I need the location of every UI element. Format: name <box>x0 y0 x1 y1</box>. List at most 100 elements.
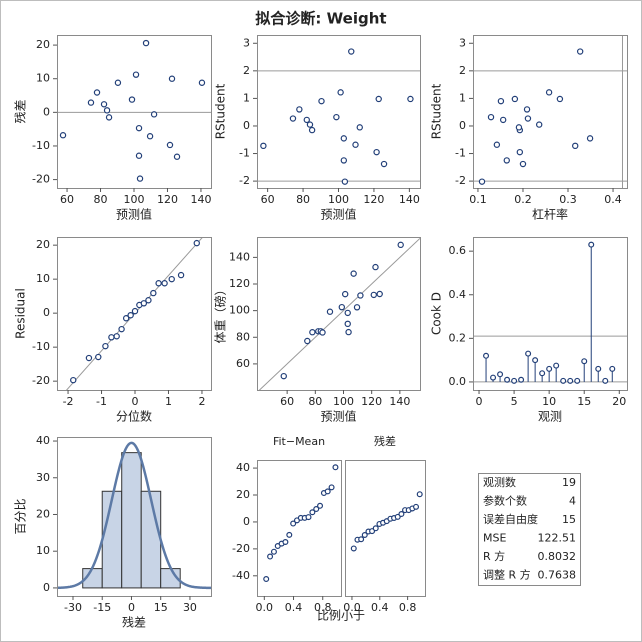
data-point <box>324 488 331 495</box>
data-point <box>100 101 108 108</box>
data-point <box>357 292 364 299</box>
data-point <box>524 115 532 122</box>
data-point <box>523 106 531 113</box>
stat-label: 参数个数 <box>483 494 527 508</box>
data-point <box>95 353 102 361</box>
data-point <box>511 95 519 103</box>
plot-area <box>57 441 211 590</box>
data-point <box>572 142 579 150</box>
data-point <box>150 111 158 118</box>
data-point <box>416 491 423 498</box>
x-tick-label: 60 <box>280 395 294 408</box>
y-tick-label: 10 <box>36 544 50 557</box>
y-tick-label: 2 <box>243 64 250 77</box>
data-point <box>581 358 588 365</box>
y-tick-label: 3 <box>459 36 466 49</box>
x-tick-label: 140 <box>399 193 420 206</box>
facet-header: 残差 <box>374 434 396 448</box>
plot-frame <box>257 237 421 391</box>
data-point <box>370 291 377 299</box>
data-point <box>352 141 359 148</box>
data-point <box>609 365 616 372</box>
data-point <box>356 124 363 131</box>
plot-area <box>65 237 204 390</box>
stat-label: 调整 R 方 <box>483 568 531 582</box>
data-point <box>108 334 115 341</box>
data-point <box>341 290 349 298</box>
stat-value: 15 <box>562 513 576 526</box>
y-tick-label: 10 <box>36 272 50 285</box>
data-point <box>168 75 176 82</box>
data-point <box>511 377 518 384</box>
x-axis-label: 预测值 <box>320 409 356 424</box>
data-point <box>305 514 312 521</box>
stat-value: 4 <box>569 495 576 508</box>
y-tick-label: 100 <box>229 304 250 317</box>
data-point <box>102 342 109 350</box>
data-point <box>504 376 511 383</box>
data-point <box>267 553 274 560</box>
data-point <box>340 157 348 164</box>
data-point <box>146 133 154 140</box>
y-tick-label: 0 <box>43 581 50 594</box>
x-tick-label: 120 <box>157 193 178 206</box>
y-tick-label: -20 <box>32 374 50 387</box>
data-point <box>309 509 316 516</box>
data-point <box>309 329 316 336</box>
data-point <box>173 153 181 160</box>
x-axis-label: 预测值 <box>116 207 152 222</box>
data-point <box>166 141 174 149</box>
x-tick-label: 120 <box>361 395 382 408</box>
x-tick-label: 0.3 <box>559 193 577 206</box>
data-point <box>478 178 486 185</box>
x-axis-label: 预测值 <box>320 207 356 222</box>
y-tick-label: -1 <box>455 147 466 160</box>
plot-frame <box>473 35 628 189</box>
data-point <box>535 121 543 128</box>
data-point <box>344 309 351 317</box>
data-point <box>497 371 504 378</box>
y-tick-label: 0 <box>243 119 250 132</box>
data-point <box>260 142 267 150</box>
data-point <box>318 97 325 105</box>
data-point <box>193 239 200 247</box>
data-point <box>296 106 303 113</box>
y-tick-label: -2 <box>455 174 466 187</box>
data-point <box>358 536 365 543</box>
data-point <box>338 303 346 311</box>
data-point <box>340 135 348 142</box>
data-point <box>567 377 574 384</box>
x-tick-label: 0.4 <box>604 193 622 206</box>
x-tick-label: 80 <box>94 193 108 206</box>
data-point <box>497 97 505 105</box>
data-point <box>150 289 157 297</box>
y-tick-label: -20 <box>32 173 50 186</box>
y-tick-label: 20 <box>236 488 250 501</box>
y-tick-label: 0 <box>459 119 466 132</box>
data-point <box>70 376 77 384</box>
x-tick-label: 0.8 <box>314 601 332 614</box>
x-tick-label: 2 <box>198 395 205 408</box>
data-point <box>103 107 111 114</box>
y-tick-label: 2 <box>459 64 466 77</box>
data-point <box>59 132 67 139</box>
plot-frame <box>57 237 212 391</box>
plot-area <box>257 48 420 185</box>
data-point <box>306 121 314 128</box>
x-tick-label: 10 <box>542 395 556 408</box>
plot-area <box>263 464 339 583</box>
x-tick-label: 1 <box>165 395 172 408</box>
data-point <box>493 141 501 148</box>
y-tick-label: -20 <box>232 542 250 555</box>
data-point <box>519 160 527 168</box>
x-tick-label: 80 <box>296 193 310 206</box>
y-tick-label: 0.4 <box>449 288 467 301</box>
data-point <box>161 280 168 287</box>
y-axis-label: RStudent <box>430 83 444 139</box>
x-tick-label: 0 <box>476 395 483 408</box>
data-point <box>118 325 125 333</box>
x-tick-label: 0.0 <box>343 601 361 614</box>
plot-frame <box>473 237 628 391</box>
x-tick-label: 0.0 <box>256 601 274 614</box>
data-point <box>135 152 143 159</box>
